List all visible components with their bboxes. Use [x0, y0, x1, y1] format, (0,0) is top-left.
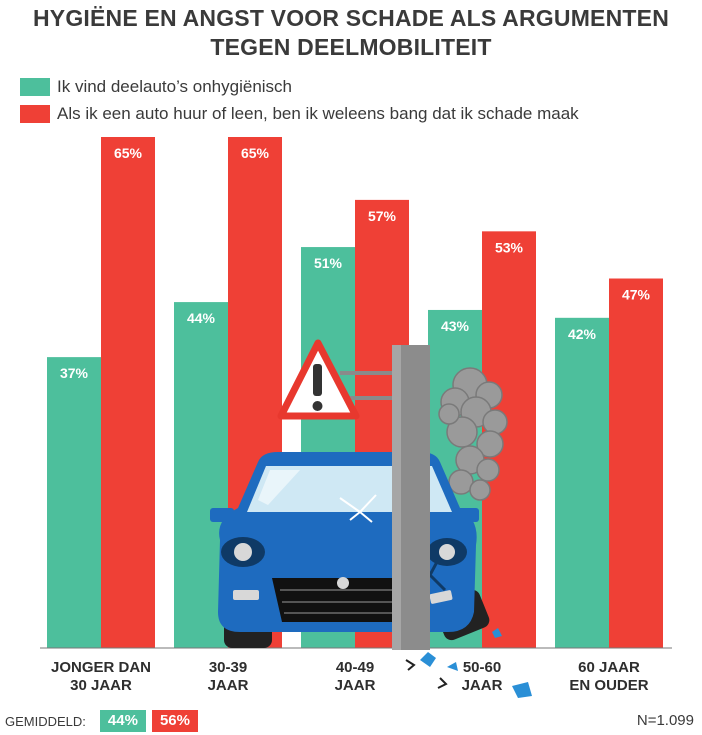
data-label-hygiene-4: 42% — [568, 326, 597, 342]
sample-size: N=1.099 — [636, 712, 694, 729]
data-label-hygiene-3: 43% — [441, 318, 470, 334]
legend-item-damage: Als ik een auto huur of leen, ben ik wel… — [20, 104, 579, 124]
bar-hygiene-0 — [47, 357, 101, 648]
legend-swatch-green — [20, 78, 50, 96]
category-label-3-line-2: JAAR — [462, 677, 503, 694]
bar-hygiene-4 — [555, 317, 609, 648]
average-row: GEMIDDELD: 44% 56% — [5, 709, 198, 733]
debris-icon — [405, 628, 532, 698]
chart-title: HYGIËNE EN ANGST VOOR SCHADE ALS ARGUMEN… — [0, 4, 702, 62]
legend-label-damage: Als ik een auto huur of leen, ben ik wel… — [57, 104, 579, 123]
data-label-damage-2: 57% — [368, 208, 397, 224]
data-label-damage-1: 65% — [241, 145, 270, 161]
bar-damage-0 — [101, 137, 155, 648]
crash-illustration — [210, 339, 532, 698]
average-label: GEMIDDELD: — [5, 713, 86, 729]
category-label-4-line-1: 60 JAAR — [578, 659, 640, 676]
category-label-0-line-1: JONGER DAN — [51, 659, 151, 676]
category-label-2-line-2: JAAR — [335, 677, 376, 694]
legend-label-hygiene: Ik vind deelauto’s onhygiënisch — [57, 77, 293, 96]
smoke-icon — [438, 367, 508, 501]
chart-title-line-2: TEGEN DEELMOBILITEIT — [210, 34, 492, 60]
chart-title-line-1: HYGIËNE EN ANGST VOOR SCHADE ALS ARGUMEN… — [32, 5, 670, 31]
category-label-3-line-1: 50-60 — [463, 659, 501, 676]
average-hygiene-badge: 44% — [99, 710, 146, 732]
average-damage-badge: 56% — [151, 710, 198, 732]
data-label-hygiene-0: 37% — [60, 365, 89, 381]
category-label-4-line-2: EN OUDER — [569, 677, 648, 694]
data-label-hygiene-1: 44% — [187, 310, 216, 326]
data-label-damage-3: 53% — [495, 239, 524, 255]
bar-damage-4 — [609, 278, 663, 648]
legend-swatch-red — [20, 105, 50, 123]
warning-triangle-icon — [277, 339, 398, 420]
data-label-damage-4: 47% — [622, 287, 651, 303]
lamp-post-icon — [392, 345, 430, 650]
data-label-hygiene-2: 51% — [314, 255, 343, 271]
category-label-1-line-2: JAAR — [208, 677, 249, 694]
category-label-0-line-2: 30 JAAR — [70, 677, 132, 694]
category-label-2-line-1: 40-49 — [336, 659, 374, 676]
data-label-damage-0: 65% — [114, 145, 143, 161]
category-label-1-line-1: 30-39 — [209, 659, 247, 676]
legend-item-hygiene: Ik vind deelauto’s onhygiënisch — [20, 77, 292, 97]
